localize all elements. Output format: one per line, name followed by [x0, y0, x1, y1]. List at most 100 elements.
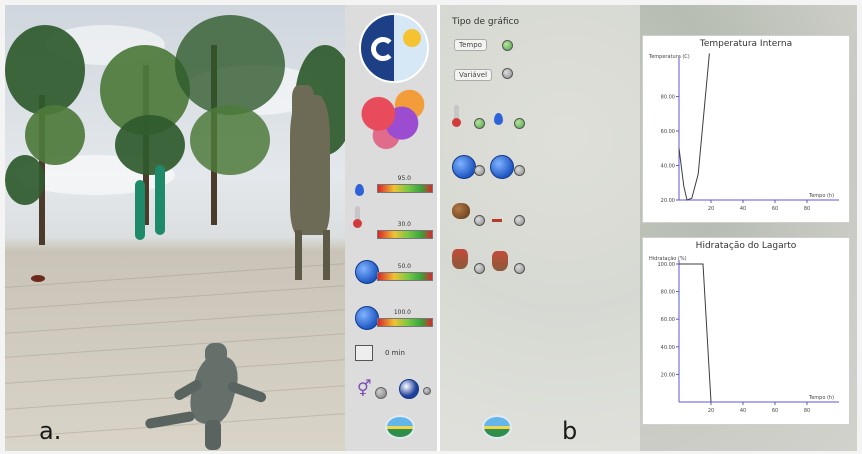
series-line	[679, 263, 712, 403]
dinosaur-leg	[295, 230, 302, 280]
y-tick-label: 40.00	[661, 345, 675, 351]
simulation-3d-view[interactable]: a.	[5, 5, 345, 451]
thermometer-icon	[452, 105, 461, 127]
radio-temperature[interactable]	[474, 118, 485, 129]
y-tick-label: 80.00	[661, 290, 675, 296]
day-night-icon[interactable]	[359, 13, 429, 83]
radio-hydration[interactable]	[514, 118, 525, 129]
meter-bar	[377, 230, 433, 239]
meter-energy: 50.0	[351, 251, 435, 287]
camera-icon[interactable]	[399, 379, 419, 399]
graph-panel: Tipo de gráfico Tempo Variável b Tempera	[440, 5, 857, 451]
chart-hydration: Hidratação do Lagarto Hidratação (%) Temp…	[642, 237, 850, 425]
option-label: Tempo	[454, 39, 487, 51]
critter	[31, 275, 45, 282]
clock-icon	[355, 345, 373, 361]
radio-health[interactable]	[514, 165, 525, 176]
thermometer-icon	[353, 206, 362, 228]
camera-row: ⚥	[355, 377, 439, 401]
app-logo-icon[interactable]	[385, 415, 415, 439]
clock-row[interactable]: 0 min	[355, 345, 439, 365]
cactus	[135, 180, 145, 240]
lizard-icon	[492, 219, 502, 222]
y-tick-label: 40.00	[661, 164, 675, 170]
radio-lizard-b[interactable]	[514, 263, 525, 274]
globe-icon	[355, 306, 379, 330]
y-tick-label: 60.00	[661, 129, 675, 135]
x-tick-label: 60	[772, 206, 778, 212]
y-axis-label: Temperatura (C)	[648, 54, 690, 60]
app-logo-icon[interactable]	[482, 415, 512, 439]
radio-tempo[interactable]	[502, 40, 513, 51]
globe-icon	[452, 155, 476, 179]
meter-temperature: 30.0	[351, 206, 435, 245]
option-variavel[interactable]: Variável	[454, 69, 493, 81]
series-line	[678, 53, 710, 201]
chart-title: Temperatura Interna	[699, 39, 793, 49]
y-tick-label: 20.00	[661, 198, 675, 204]
chart-title: Hidratação do Lagarto	[695, 241, 797, 251]
meter-caption: 50.0	[397, 263, 411, 270]
meter-bar	[377, 272, 433, 281]
meter-caption: 100.0	[393, 309, 411, 316]
gender-icon[interactable]: ⚥	[357, 379, 372, 398]
lizard-icon	[452, 249, 468, 269]
chart-svg: Temperatura (C) Tempo (h) 20.00 40.00 60.00 8…	[648, 53, 839, 212]
tree-foliage	[190, 105, 270, 175]
y-axis-label: Hidratação (%)	[649, 256, 687, 262]
chart-temperature: Temperatura Interna Temperatura (C) Tempo…	[642, 35, 850, 223]
radio-variavel[interactable]	[502, 68, 513, 79]
player-lizard-head	[205, 343, 227, 365]
radio-energy[interactable]	[474, 165, 485, 176]
globe-icon	[490, 155, 514, 179]
x-tick-label: 60	[772, 408, 778, 414]
dinosaur-head	[292, 85, 314, 125]
meter-health: 100.0	[351, 297, 435, 333]
x-axis-label: Tempo (h)	[808, 395, 834, 401]
toggle-button[interactable]	[423, 387, 431, 395]
x-tick-label: 40	[740, 408, 746, 414]
cactus	[155, 165, 165, 235]
water-drop-icon	[355, 184, 364, 196]
meter-bar	[377, 184, 433, 193]
lizard-leg	[144, 410, 196, 430]
x-tick-label: 80	[804, 408, 810, 414]
chart-svg: Hidratação (%) Tempo (h) 20.00 40.00 60.00 80…	[649, 256, 839, 414]
panel-letter-a: a.	[39, 417, 62, 445]
clock-label: 0 min	[385, 349, 405, 357]
meter-caption: 30.0	[397, 221, 411, 228]
radio-lizard-a[interactable]	[474, 263, 485, 274]
toggle-button[interactable]	[375, 387, 387, 399]
meter-bar	[377, 318, 433, 327]
chart-type-title: Tipo de gráfico	[452, 17, 519, 27]
thermal-map-icon[interactable]	[355, 89, 433, 151]
hud-panel: 95.0 30.0 50.0 100.0 0 min ⚥	[345, 5, 437, 451]
panel-divider	[437, 5, 440, 451]
x-axis-label: Tempo (h)	[808, 193, 834, 199]
tree-foliage	[115, 115, 185, 175]
x-tick-label: 20	[708, 206, 714, 212]
dinosaur-leg	[323, 230, 330, 280]
x-tick-label: 40	[740, 206, 746, 212]
lizard-icon	[492, 251, 508, 271]
option-tempo[interactable]: Tempo	[454, 39, 487, 51]
meter-hydration: 95.0	[351, 163, 435, 199]
y-tick-label: 20.00	[661, 372, 675, 378]
lizard-tail	[205, 420, 221, 450]
panel-letter-b: b	[562, 417, 578, 445]
option-label: Variável	[454, 69, 493, 81]
radio-lizard[interactable]	[514, 215, 525, 226]
x-tick-label: 20	[708, 408, 714, 414]
globe-icon	[355, 260, 379, 284]
tree-foliage	[5, 155, 45, 205]
radio-substrate[interactable]	[474, 215, 485, 226]
rock-icon	[452, 203, 470, 219]
tree-foliage	[5, 25, 85, 115]
y-tick-label: 80.00	[661, 95, 675, 101]
tree-foliage	[25, 105, 85, 165]
water-drop-icon	[494, 113, 503, 125]
x-tick-label: 80	[804, 206, 810, 212]
tree-foliage	[175, 15, 285, 115]
y-tick-label: 60.00	[661, 317, 675, 323]
